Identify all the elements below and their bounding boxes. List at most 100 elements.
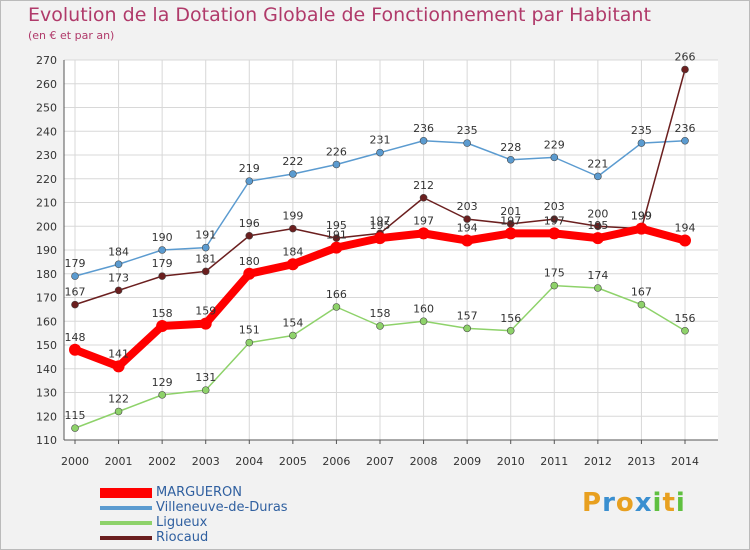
data-point [461,234,474,247]
legend-label: MARGUERON [156,485,242,500]
data-point [243,267,256,280]
data-point [112,360,125,373]
y-tick-label: 260 [36,78,57,91]
data-label: 266 [675,51,696,64]
data-point [550,281,559,290]
y-tick-label: 160 [36,315,57,328]
data-label: 219 [239,162,260,175]
data-point [71,300,79,309]
x-tick-label: 2014 [671,455,699,468]
data-point [289,331,297,340]
x-tick-label: 2008 [410,455,438,468]
legend-swatch [100,487,152,498]
data-point [504,227,517,240]
logo-letter: x [634,488,653,518]
proxiti-logo: Proxiti [582,488,686,518]
data-point [506,155,515,164]
y-tick-label: 250 [36,102,57,115]
data-label: 199 [631,210,652,223]
legend-item: Riocaud [100,530,288,545]
data-point [679,234,691,247]
data-label: 190 [152,231,173,244]
legend-item: Villeneuve-de-Duras [100,500,288,515]
data-point [681,326,689,335]
data-point [550,215,559,223]
data-label: 166 [326,288,347,301]
logo-letter: i [675,488,686,518]
data-point [158,272,166,280]
logo-letter: o [615,488,635,518]
data-label: 179 [152,257,173,270]
data-point [463,139,471,147]
data-point [114,260,123,269]
data-label: 141 [108,347,129,360]
data-label: 180 [239,255,260,268]
data-point [156,320,169,332]
x-tick-label: 2003 [192,455,220,468]
data-point [71,424,79,432]
data-label: 191 [326,229,347,242]
data-point [591,232,604,245]
data-point [286,258,299,271]
data-point [158,246,166,254]
data-label: 174 [587,269,608,282]
y-tick-label: 240 [36,125,57,138]
data-label: 181 [195,252,216,265]
data-point [594,222,602,231]
data-label: 200 [587,207,608,220]
data-label: 158 [370,307,391,320]
legend-swatch [100,535,152,540]
data-point [332,303,341,311]
data-label: 197 [500,214,521,227]
x-tick-label: 2013 [627,455,655,468]
data-label: 184 [282,245,303,258]
data-label: 167 [65,286,86,299]
data-label: 195 [326,219,347,232]
data-point [548,227,561,240]
data-point [330,241,343,254]
data-label: 222 [282,155,303,168]
data-label: 173 [108,271,129,284]
data-point [201,386,210,394]
data-point [637,300,646,309]
legend-item: Ligueux [100,515,288,530]
data-point [71,272,79,280]
chart-title: Evolution de la Dotation Globale de Fonc… [28,4,651,26]
data-label: 195 [587,219,608,232]
x-tick-label: 2000 [61,455,89,468]
data-label: 148 [65,331,86,344]
data-point [245,231,254,240]
logo-letter: t [662,488,676,518]
data-point [463,324,471,333]
legend: MARGUERON Villeneuve-de-Duras Ligueux Rioca… [100,485,288,545]
legend-label: Riocaud [156,530,209,545]
legend-item: MARGUERON [100,485,288,500]
data-label: 203 [457,200,478,213]
data-label: 167 [631,286,652,299]
x-tick-label: 2006 [322,455,350,468]
y-tick-label: 140 [36,363,57,376]
data-label: 151 [239,324,260,337]
data-label: 228 [500,141,521,154]
data-label: 196 [239,217,260,230]
logo-letter: i [652,488,663,518]
data-label: 197 [413,214,434,227]
data-label: 203 [544,200,565,213]
y-tick-label: 120 [36,410,57,423]
chart-subtitle: (en € et par an) [28,29,115,42]
data-label: 229 [544,138,565,151]
data-label: 226 [326,146,347,159]
data-point [376,148,384,157]
y-tick-label: 190 [36,244,57,257]
data-point [463,215,471,223]
data-label: 212 [413,179,434,192]
data-label: 157 [457,309,478,322]
legend-label: Villeneuve-de-Duras [156,500,288,515]
y-tick-label: 230 [36,149,57,162]
logo-letter: P [582,488,603,518]
data-label: 129 [152,376,173,389]
data-point [374,232,386,245]
data-point [550,153,559,162]
y-tick-label: 150 [36,339,57,352]
